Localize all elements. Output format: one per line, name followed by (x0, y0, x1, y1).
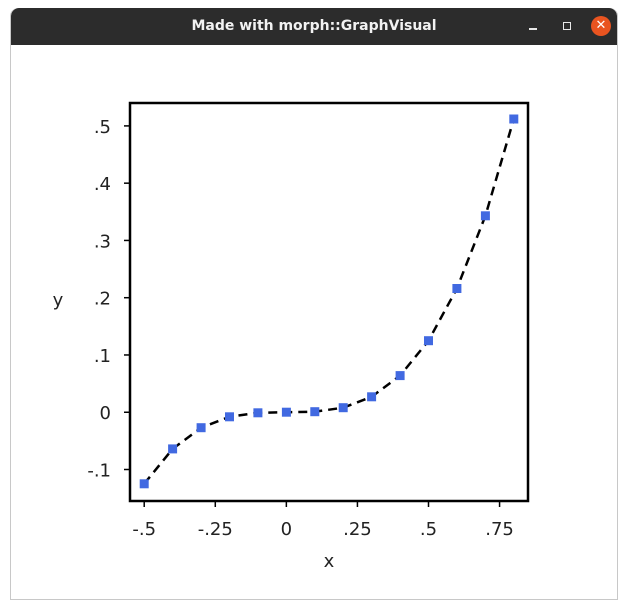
minimize-icon (529, 28, 537, 30)
maximize-icon (563, 22, 571, 30)
data-point-marker (452, 284, 462, 293)
data-point-marker (253, 408, 263, 418)
data-point-marker (168, 444, 178, 454)
window-title: Made with morph::GraphVisual (191, 18, 437, 34)
y-tick-label: .5 (94, 117, 111, 138)
y-tick-label: 0 (100, 403, 111, 424)
close-icon: ✕ (595, 18, 607, 33)
marker-layer (139, 114, 519, 489)
y-axis-label: y (53, 290, 64, 311)
x-axis-label: x (324, 551, 335, 572)
y-tick-label: -.1 (87, 461, 111, 482)
title-bar[interactable]: Made with morph::GraphVisual ✕ (11, 8, 617, 45)
data-point-marker (281, 407, 291, 417)
plot-frame (128, 101, 530, 503)
x-tick-label: -.25 (198, 519, 233, 540)
x-tick-label: .25 (343, 519, 372, 540)
data-point-marker (338, 403, 348, 413)
series-line (143, 118, 515, 485)
y-axis-ticks: -.1 0 .1 .2 .3 .4 .5 (87, 117, 130, 482)
data-point-marker (225, 412, 234, 422)
y-tick-label: .1 (94, 346, 111, 367)
x-tick-label: .5 (420, 519, 437, 540)
y-tick-label: .4 (94, 174, 111, 195)
y-tick-label: .3 (94, 231, 111, 252)
series-line-layer (143, 118, 515, 485)
x-axis-ticks: -.5 -.25 0 .25 .5 .75 (132, 501, 514, 540)
data-point-marker (509, 114, 519, 124)
data-point-marker (395, 371, 405, 381)
data-point-marker (139, 479, 149, 489)
minimize-button[interactable] (523, 16, 543, 36)
x-tick-label: 0 (281, 519, 292, 540)
data-point-marker (310, 407, 320, 417)
x-tick-label: .75 (485, 519, 514, 540)
close-button[interactable]: ✕ (591, 16, 611, 36)
data-point-marker (367, 392, 377, 402)
data-point-marker (196, 423, 206, 433)
maximize-button[interactable] (557, 16, 577, 36)
x-tick-label: -.5 (132, 519, 156, 540)
y-tick-label: .2 (94, 289, 111, 310)
data-point-marker (480, 211, 490, 221)
data-point-marker (424, 336, 433, 346)
